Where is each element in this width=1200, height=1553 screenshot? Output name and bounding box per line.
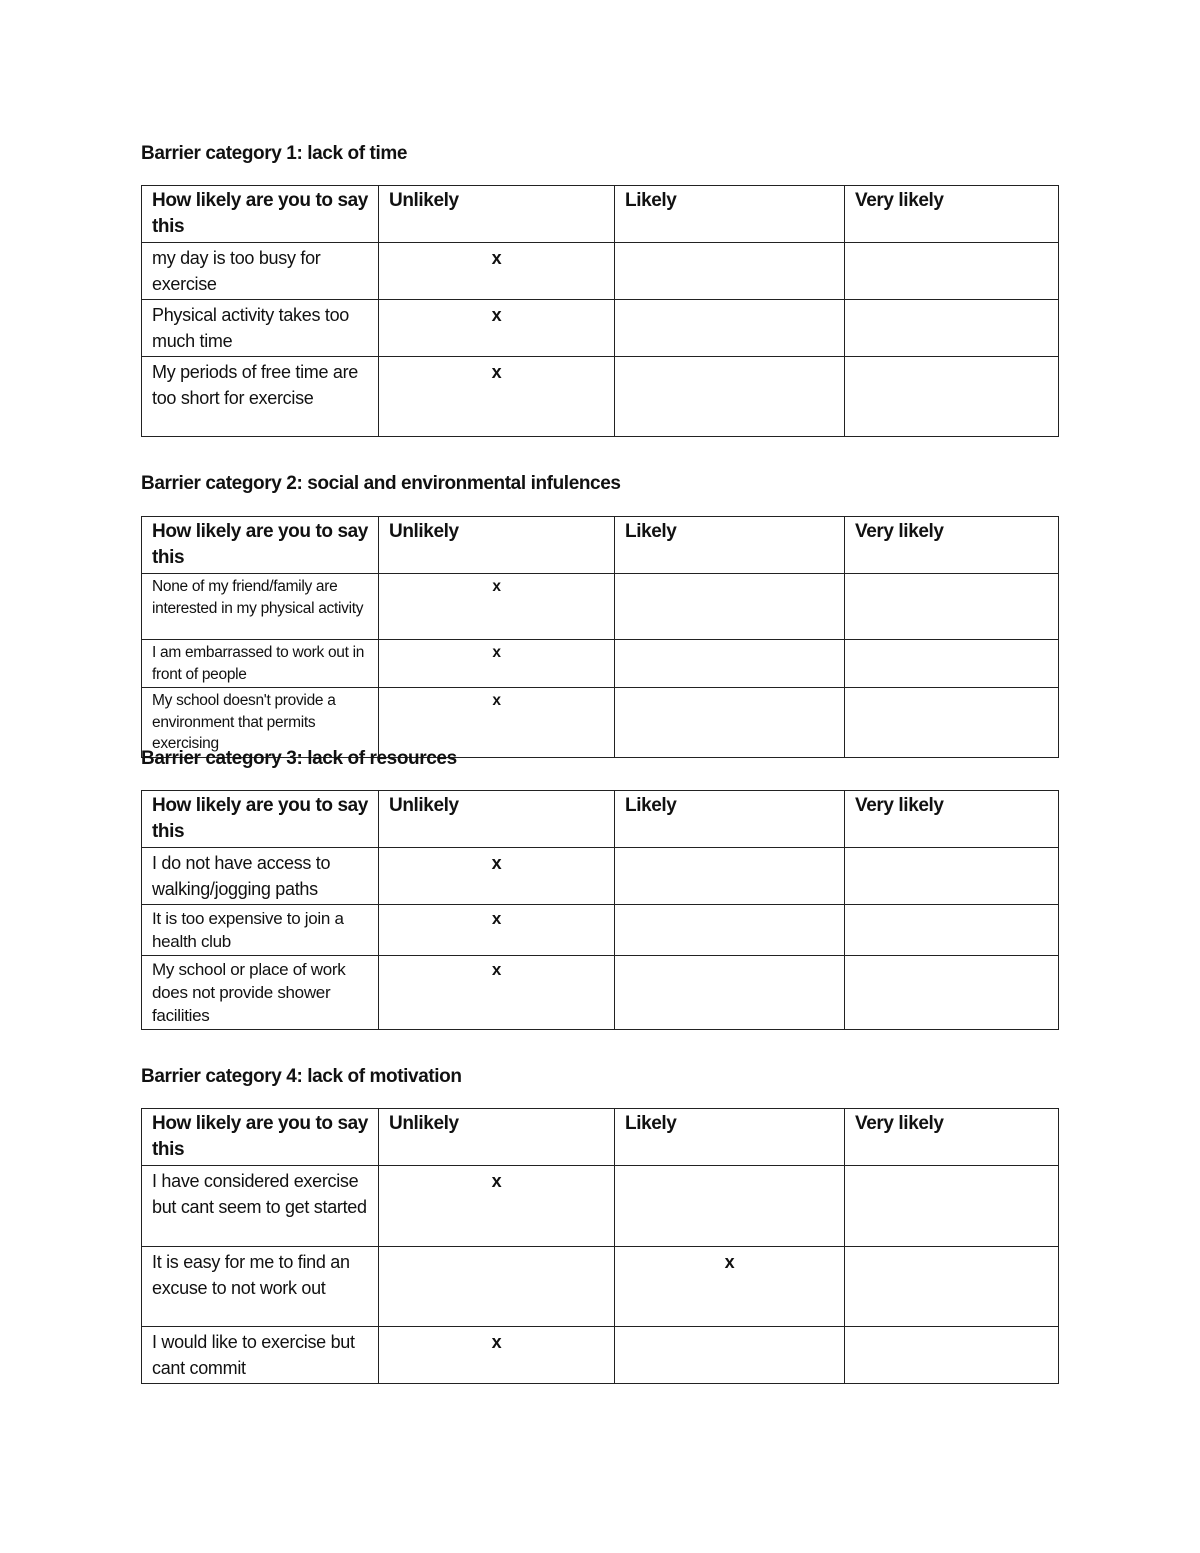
statement-cell: My periods of free time are too short fo… <box>141 356 379 437</box>
likely-cell[interactable] <box>614 299 845 357</box>
column-header: Likely <box>614 790 845 848</box>
column-header: Very likely <box>844 1108 1059 1166</box>
statement-cell: None of my friend/family are interested … <box>141 573 379 640</box>
statement-cell: My school or place of work does not prov… <box>141 955 379 1030</box>
likely-cell[interactable] <box>614 847 845 905</box>
unlikely-cell[interactable]: x <box>378 1326 615 1384</box>
likely-cell[interactable] <box>614 242 845 300</box>
very-likely-cell[interactable] <box>844 639 1059 688</box>
statement-cell: I have considered exercise but cant seem… <box>141 1165 379 1247</box>
column-header: Very likely <box>844 790 1059 848</box>
table-row: I am embarrassed to work out in front of… <box>141 639 1059 688</box>
column-header: Unlikely <box>378 516 615 574</box>
very-likely-cell[interactable] <box>844 1326 1059 1384</box>
very-likely-cell[interactable] <box>844 299 1059 357</box>
unlikely-cell[interactable]: x <box>378 573 615 640</box>
table-row: my day is too busy for exercise x <box>141 242 1059 300</box>
likely-cell[interactable] <box>614 573 845 640</box>
very-likely-cell[interactable] <box>844 955 1059 1030</box>
statement-cell: Physical activity takes too much time <box>141 299 379 357</box>
table-row: It is easy for me to find an excuse to n… <box>141 1246 1059 1327</box>
barrier-table: How likely are you to say this Unlikely Li… <box>141 516 1059 758</box>
unlikely-cell[interactable]: x <box>378 639 615 688</box>
table-header-row: How likely are you to say this Unlikely Li… <box>141 516 1059 574</box>
unlikely-cell[interactable]: x <box>378 904 615 956</box>
barrier-table: How likely are you to say this Unlikely Li… <box>141 1108 1059 1384</box>
table-row: I have considered exercise but cant seem… <box>141 1165 1059 1247</box>
unlikely-cell[interactable]: x <box>378 687 615 758</box>
column-header: Unlikely <box>378 185 615 243</box>
likely-cell[interactable] <box>614 1326 845 1384</box>
likely-cell[interactable] <box>614 904 845 956</box>
statement-cell: It is too expensive to join a health clu… <box>141 904 379 956</box>
barrier-table: How likely are you to say this Unlikely Li… <box>141 790 1059 1030</box>
likely-cell[interactable] <box>614 1165 845 1247</box>
very-likely-cell[interactable] <box>844 356 1059 437</box>
statement-cell: It is easy for me to find an excuse to n… <box>141 1246 379 1327</box>
column-header: How likely are you to say this <box>141 1108 379 1166</box>
barrier-table: How likely are you to say this Unlikely Li… <box>141 185 1059 437</box>
column-header: Likely <box>614 516 845 574</box>
very-likely-cell[interactable] <box>844 847 1059 905</box>
table-row: None of my friend/family are interested … <box>141 573 1059 640</box>
unlikely-cell[interactable]: x <box>378 299 615 357</box>
column-header: Likely <box>614 1108 845 1166</box>
column-header: Likely <box>614 185 845 243</box>
likely-cell[interactable] <box>614 955 845 1030</box>
table-row: My school doesn't provide a environment … <box>141 687 1059 758</box>
very-likely-cell[interactable] <box>844 573 1059 640</box>
very-likely-cell[interactable] <box>844 1165 1059 1247</box>
table-row: I would like to exercise but cant commit… <box>141 1326 1059 1384</box>
table-row: My periods of free time are too short fo… <box>141 356 1059 437</box>
likely-cell[interactable] <box>614 356 845 437</box>
statement-cell: I am embarrassed to work out in front of… <box>141 639 379 688</box>
statement-cell: I do not have access to walking/jogging … <box>141 847 379 905</box>
very-likely-cell[interactable] <box>844 904 1059 956</box>
unlikely-cell[interactable]: x <box>378 242 615 300</box>
table-row: I do not have access to walking/jogging … <box>141 847 1059 905</box>
likely-cell[interactable] <box>614 639 845 688</box>
table-header-row: How likely are you to say this Unlikely Li… <box>141 790 1059 848</box>
column-header: Very likely <box>844 185 1059 243</box>
section-title: Barrier category 3: lack of resources <box>141 748 457 769</box>
very-likely-cell[interactable] <box>844 242 1059 300</box>
unlikely-cell[interactable]: x <box>378 955 615 1030</box>
unlikely-cell[interactable]: x <box>378 356 615 437</box>
unlikely-cell[interactable] <box>378 1246 615 1327</box>
section-title: Barrier category 1: lack of time <box>141 143 407 164</box>
column-header: Very likely <box>844 516 1059 574</box>
column-header: How likely are you to say this <box>141 185 379 243</box>
column-header: How likely are you to say this <box>141 516 379 574</box>
table-row: Physical activity takes too much time x <box>141 299 1059 357</box>
statement-cell: my day is too busy for exercise <box>141 242 379 300</box>
very-likely-cell[interactable] <box>844 687 1059 758</box>
very-likely-cell[interactable] <box>844 1246 1059 1327</box>
column-header: How likely are you to say this <box>141 790 379 848</box>
statement-cell: I would like to exercise but cant commit <box>141 1326 379 1384</box>
table-row: It is too expensive to join a health clu… <box>141 904 1059 956</box>
section-title: Barrier category 2: social and environme… <box>141 473 621 494</box>
table-header-row: How likely are you to say this Unlikely Li… <box>141 1108 1059 1166</box>
table-header-row: How likely are you to say this Unlikely Li… <box>141 185 1059 243</box>
unlikely-cell[interactable]: x <box>378 847 615 905</box>
unlikely-cell[interactable]: x <box>378 1165 615 1247</box>
column-header: Unlikely <box>378 1108 615 1166</box>
table-row: My school or place of work does not prov… <box>141 955 1059 1030</box>
section-title: Barrier category 4: lack of motivation <box>141 1066 462 1087</box>
column-header: Unlikely <box>378 790 615 848</box>
likely-cell[interactable]: x <box>614 1246 845 1327</box>
likely-cell[interactable] <box>614 687 845 758</box>
statement-cell: My school doesn't provide a environment … <box>141 687 379 758</box>
